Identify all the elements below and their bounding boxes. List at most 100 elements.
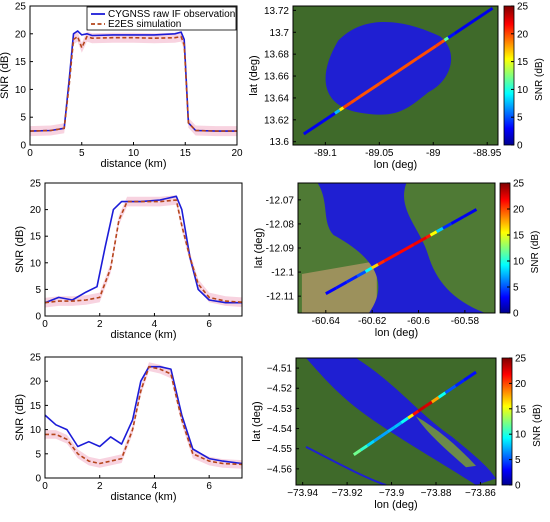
map-panel-2-colorbar-tick-label: 25 [513,179,525,190]
snr-panel-1-xtick-label: 15 [180,148,192,159]
map-panel-3-track-segment [393,421,403,429]
map-panel-1-track-segment [397,57,418,73]
snr-panel-2-ylabel: SNR (dB) [14,226,26,273]
snr-panel-2-axes-frame [44,182,243,317]
snr-panel-2-ytick-label: 25 [30,179,42,190]
snr-panel-1-xtick-label: 20 [231,148,243,159]
map-panel-3-ytick-label: −4.56 [267,464,293,475]
map-panel-1-xtick-label: -89 [426,148,441,159]
map-panel-1-ylabel: lat (deg) [248,55,260,95]
map-panel-3-track-segment [424,400,433,408]
map-panel-1-ytick-label: 13.6 [270,137,290,148]
map-panel-2-xtick-label: -60.62 [358,316,387,327]
map-panel-1-track-segment [440,39,446,44]
map-panel-1-xtick-label: -88.95 [473,148,502,159]
map-panel-1-track-segment [354,95,362,101]
map-panel-2-track-segment [335,280,348,290]
map-panel-3-track-segment [454,378,465,388]
map-panel-3-colorbar-tick-label: 0 [515,481,521,492]
map-panel-3-track-segment [412,409,420,416]
map-panel-2-xtick-label: -60.58 [451,316,480,327]
map-panel-1-colorbar-tick-label: 0 [517,141,523,152]
map-panel-1-track-segment [454,19,475,35]
map-panel-3-colorbar-tick-label: 20 [515,379,527,390]
snr-panel-2-xlabel: distance (km) [110,329,176,341]
map-panel-3-ytick-label: −4.51 [267,364,293,375]
map-panel-2-track-segment [325,286,338,296]
map-panel-1-track-segment [359,82,381,98]
map-panel-2-colorbar-tick-label: 10 [513,257,525,268]
map-panel-3-axes-frame [295,357,497,486]
map-panel-3-track-segment [359,444,369,452]
map-panel-1-track-segment [346,101,352,107]
map-panel-1-track-segment [472,6,494,23]
snr-panel-3-ytick-label: 15 [30,401,42,412]
snr-panel-3-ytick-label: 5 [35,449,41,460]
map-panel-3-track-segment [437,391,447,399]
snr-panel-2-xtick-label: 6 [206,319,212,330]
map-panel-2-xtick-label: -60.64 [312,316,341,327]
map-panel-1-track-segment [378,69,400,85]
map-panel-3-track-segment [444,384,457,395]
map-panel-2-track-segment [398,243,415,255]
legend-observation-label: CYGNSS raw IF observation [108,9,235,20]
map-panel-3-colorbar [501,357,513,486]
map-panel-3-island [416,416,476,468]
map-panel-3-ylabel: lat (deg) [251,401,263,441]
map-panel-2-track-segment [383,251,400,263]
map-panel-1-colorbar-tick-label: 15 [517,57,529,68]
map-panel-3-track-segment [380,430,389,438]
snr-panel-1-xtick-label: 10 [128,148,140,159]
map-panel-2-ytick-label: -12.09 [266,244,295,255]
snr-panel-3-xtick-label: 4 [152,481,158,492]
map-panel-1-xtick-label: -89.1 [314,148,337,159]
map-panel-1-track-segment [416,44,437,60]
map-panel-3-track-segment [386,425,396,434]
map-panel-3-xtick-label: −73.94 [287,488,318,499]
map-panel-1-track-segment [338,106,345,112]
map-panel-2-colorbar-tick-label: 5 [513,283,519,294]
map-panel-1-track-segment [443,36,450,42]
map-panel-2-lake [317,183,486,313]
map-panel-1-track-segment [321,112,336,123]
map-panel-2-colorbar [499,182,511,314]
map-panel-1-colorbar-tick-label: 10 [517,85,529,96]
map-panel-2-track-segment [450,215,465,225]
map-panel-1-track-segment [350,98,357,104]
map-panel-1-ytick-label: 13.72 [264,6,289,17]
snr-panel-1-ytick-label: 20 [15,29,27,40]
map-panel-2-colorbar-tick-label: 20 [513,205,525,216]
map-panel-3-imagery [296,358,496,485]
snr-panel-3-xtick-label: 2 [97,481,103,492]
snr-panel-1-xlabel: distance (km) [100,158,166,170]
map-panel-2-ytick-label: -12.08 [266,219,295,230]
snr-panel-3-xlabel: distance (km) [110,491,176,503]
snr-panel-2-xtick-label: 4 [152,319,158,330]
map-panel-1-track-segment [435,40,443,48]
map-panel-2-track-segment [346,274,358,284]
snr-panel-3-simulation-line [45,365,243,466]
map-panel-1-lake [325,21,452,115]
snr-panel-1-ytick-label: 10 [15,85,27,96]
snr-panel-2-xtick-label: 2 [97,319,103,330]
map-panel-3-ytick-label: −4.55 [267,444,293,455]
map-panel-2-track-segment [442,222,453,230]
map-panel-1-xlabel: lon (deg) [374,159,417,171]
map-panel-3-xtick-label: −73.92 [332,488,363,499]
snr-panel-2-uncertainty-band [45,195,242,308]
map-panel-2-track-segment [425,233,432,239]
snr-panel-2-xtick-label: 0 [42,319,48,330]
map-panel-1-ytick-label: 13.64 [264,93,289,104]
snr-panel-1-ytick-label: 0 [20,141,26,152]
snr-panel-3-ylabel: SNR (dB) [14,394,26,441]
snr-panel-3-ytick-label: 25 [30,353,42,364]
map-panel-3-track-segment [366,439,375,447]
map-panel-1-track-segment [302,120,324,136]
map-panel-1-xtick-label: -89.05 [365,148,394,159]
map-panel-2-track-segment [435,226,444,234]
map-panel-1-ytick-label: 13.66 [264,72,289,83]
map-panel-1-colorbar-tick-label: 20 [517,29,529,40]
snr-panel-2-ytick-label: 5 [35,285,41,296]
snr-panel-3-xtick-label: 6 [206,481,212,492]
snr-panel-2-simulation-line [44,199,243,304]
